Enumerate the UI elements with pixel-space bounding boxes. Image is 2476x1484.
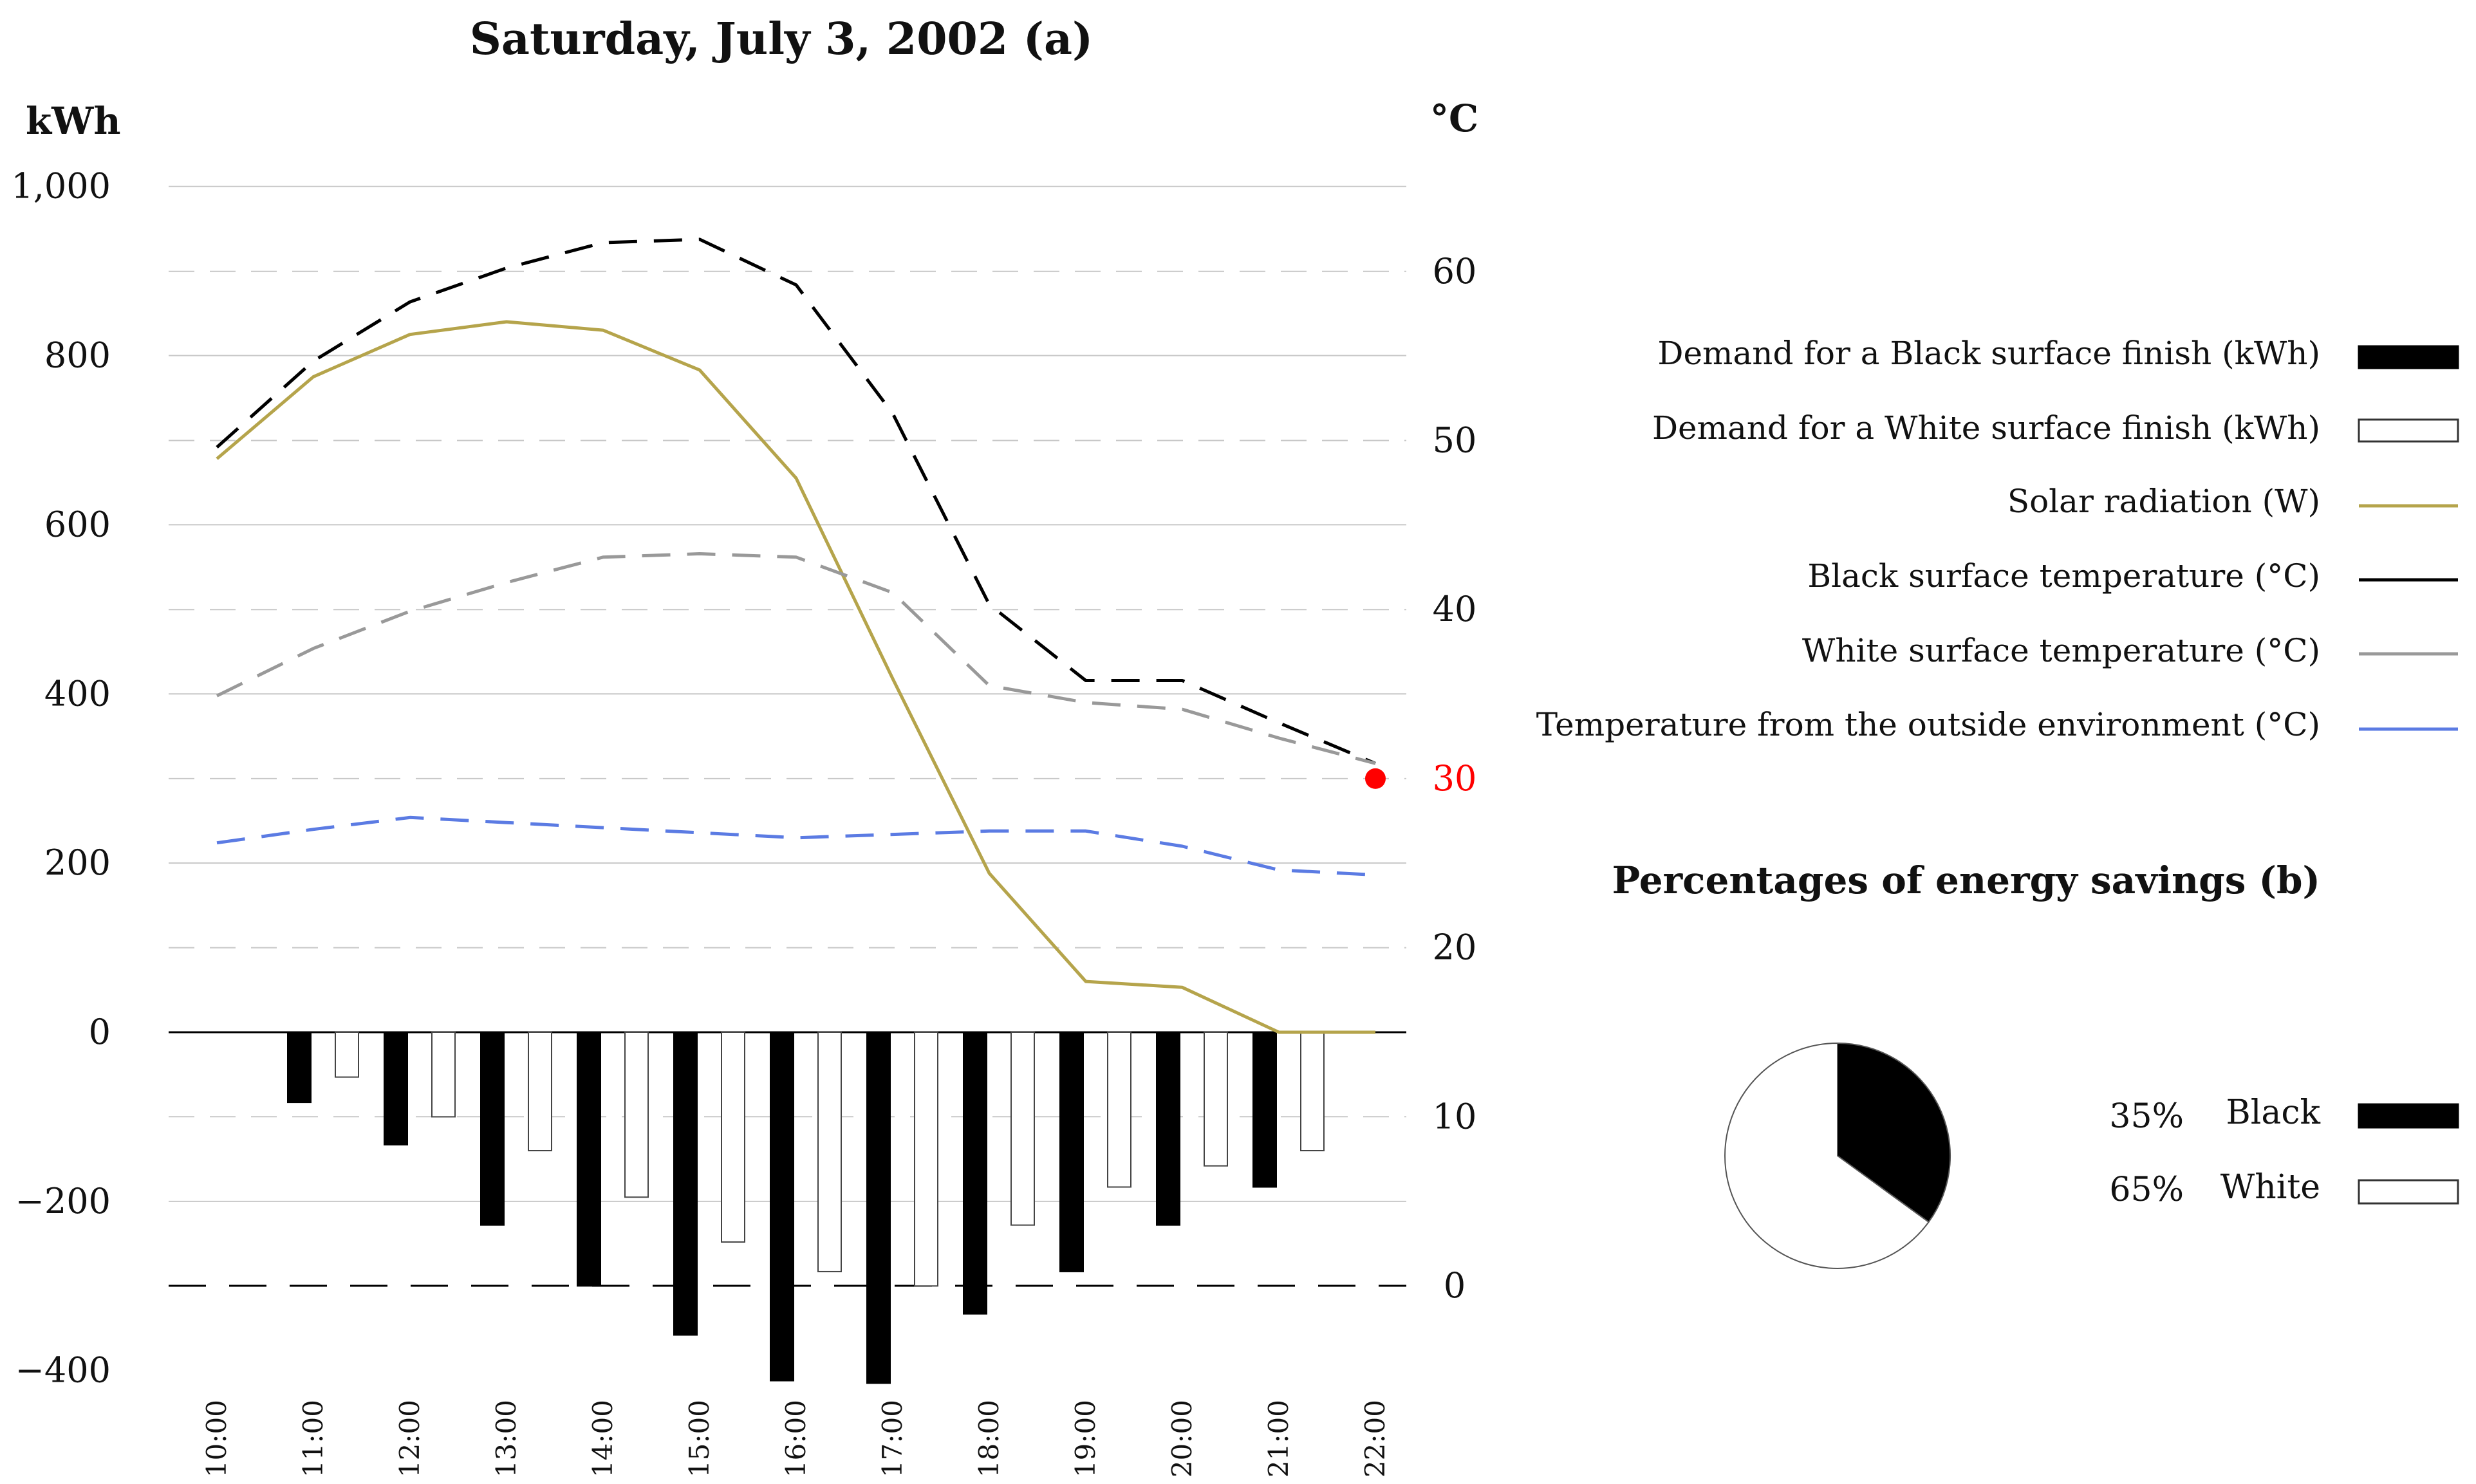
pie-swatch-white xyxy=(2358,1179,2459,1205)
y-tick-left: −200 xyxy=(15,1181,111,1221)
pie-slice-white xyxy=(1724,1042,1930,1269)
pie-slice-black xyxy=(1837,1042,1951,1223)
line-black-surface-temp xyxy=(216,237,1376,765)
x-tick-label: 15:00 xyxy=(684,1400,715,1478)
x-tick-label: 12:00 xyxy=(394,1400,425,1478)
line-white-surface-temp xyxy=(216,552,1376,765)
y-tick-right: 10 xyxy=(1433,1096,1477,1136)
bar-black-demand xyxy=(287,1032,312,1104)
pie-chart xyxy=(1724,1042,1951,1269)
legend-label-black-demand: Demand for a Black surface finish (kWh) xyxy=(1657,335,2320,372)
x-tick-label: 21:00 xyxy=(1263,1400,1294,1478)
pie-swatch-black xyxy=(2358,1103,2459,1129)
y-tick-left: 400 xyxy=(44,673,111,714)
x-tick-label: 22:00 xyxy=(1359,1400,1391,1478)
bar-white-demand xyxy=(1107,1032,1131,1188)
x-tick-label: 20:00 xyxy=(1166,1400,1198,1478)
bar-black-demand xyxy=(866,1032,891,1384)
x-tick-label: 13:00 xyxy=(490,1400,522,1478)
pie-label-white: White xyxy=(2220,1168,2320,1207)
pie-title: Percentages of energy savings (b) xyxy=(1612,858,2320,902)
legend-swatch-white-demand xyxy=(2358,418,2459,443)
marker-30c-point xyxy=(1365,768,1386,789)
bar-white-demand xyxy=(817,1032,842,1272)
y-tick-left: −400 xyxy=(15,1350,111,1391)
bar-black-demand xyxy=(673,1032,698,1336)
bar-white-demand xyxy=(335,1032,359,1078)
y-tick-right: 0 xyxy=(1444,1265,1466,1306)
y-tick-left: 200 xyxy=(44,842,111,883)
bar-black-demand xyxy=(1252,1032,1277,1188)
pie-legend: 35% Black 65% White xyxy=(2109,1093,2459,1209)
legend-label-white-temp: White surface temperature (°C) xyxy=(1802,632,2320,669)
x-tick-label: 18:00 xyxy=(973,1400,1005,1478)
pie-percent-black: 35% xyxy=(2109,1097,2184,1136)
x-tick-label: 14:00 xyxy=(587,1400,619,1478)
pie-label-black: Black xyxy=(2226,1093,2321,1132)
y-tick-right: 30 xyxy=(1433,758,1477,799)
bar-black-demand xyxy=(963,1032,987,1315)
bar-black-demand xyxy=(480,1032,505,1226)
legend-label-outside-temp: Temperature from the outside environment… xyxy=(1536,706,2320,743)
line-outside-temp xyxy=(216,815,1376,877)
bar-white-demand xyxy=(528,1032,552,1152)
y-tick-right: 60 xyxy=(1433,251,1477,292)
x-tick-label: 10:00 xyxy=(201,1400,232,1478)
y-tick-left: 1,000 xyxy=(11,166,111,207)
legend-label-white-demand: Demand for a White surface finish (kWh) xyxy=(1652,409,2320,447)
x-tick-label: 19:00 xyxy=(1070,1400,1101,1478)
bar-black-demand xyxy=(577,1032,601,1287)
left-axis-unit: kWh xyxy=(26,99,121,143)
legend-label-black-temp: Black surface temperature (°C) xyxy=(1807,557,2320,595)
right-axis-unit: °C xyxy=(1430,97,1478,140)
lines xyxy=(216,237,1386,1034)
axis-ticks: 1,000 800 600 400 200 0 −200 −400 60 50 40 30 20 10 0 1… xyxy=(11,166,1476,1478)
y-tick-right: 40 xyxy=(1433,589,1477,629)
legend: Demand for a Black surface finish (kWh) … xyxy=(1536,335,2459,743)
legend-label-solar: Solar radiation (W) xyxy=(2007,483,2320,520)
bar-black-demand xyxy=(384,1032,408,1145)
x-tick-label: 11:00 xyxy=(297,1400,329,1478)
y-tick-right: 50 xyxy=(1433,420,1477,461)
bar-white-demand xyxy=(431,1032,456,1118)
chart-title: Saturday, July 3, 2002 (a) xyxy=(470,14,1093,65)
y-tick-left: 600 xyxy=(44,504,111,544)
bar-white-demand xyxy=(1010,1032,1035,1226)
bar-black-demand xyxy=(1156,1032,1180,1226)
bar-white-demand xyxy=(1204,1032,1228,1167)
x-tick-label: 17:00 xyxy=(877,1400,908,1478)
y-tick-right: 20 xyxy=(1433,927,1477,968)
legend-swatch-black-demand xyxy=(2358,345,2459,369)
bar-white-demand xyxy=(721,1032,745,1243)
bar-black-demand xyxy=(1059,1032,1084,1272)
x-tick-label: 16:00 xyxy=(780,1400,812,1478)
bar-white-demand xyxy=(624,1032,649,1198)
pie-percent-white: 65% xyxy=(2109,1171,2184,1209)
bar-white-demand xyxy=(1300,1032,1325,1152)
y-tick-left: 800 xyxy=(44,335,111,376)
line-solar-radiation xyxy=(216,320,1375,1034)
y-tick-left: 0 xyxy=(89,1012,111,1052)
bars xyxy=(287,1032,1325,1384)
bar-white-demand xyxy=(914,1032,938,1287)
bar-black-demand xyxy=(770,1032,794,1382)
